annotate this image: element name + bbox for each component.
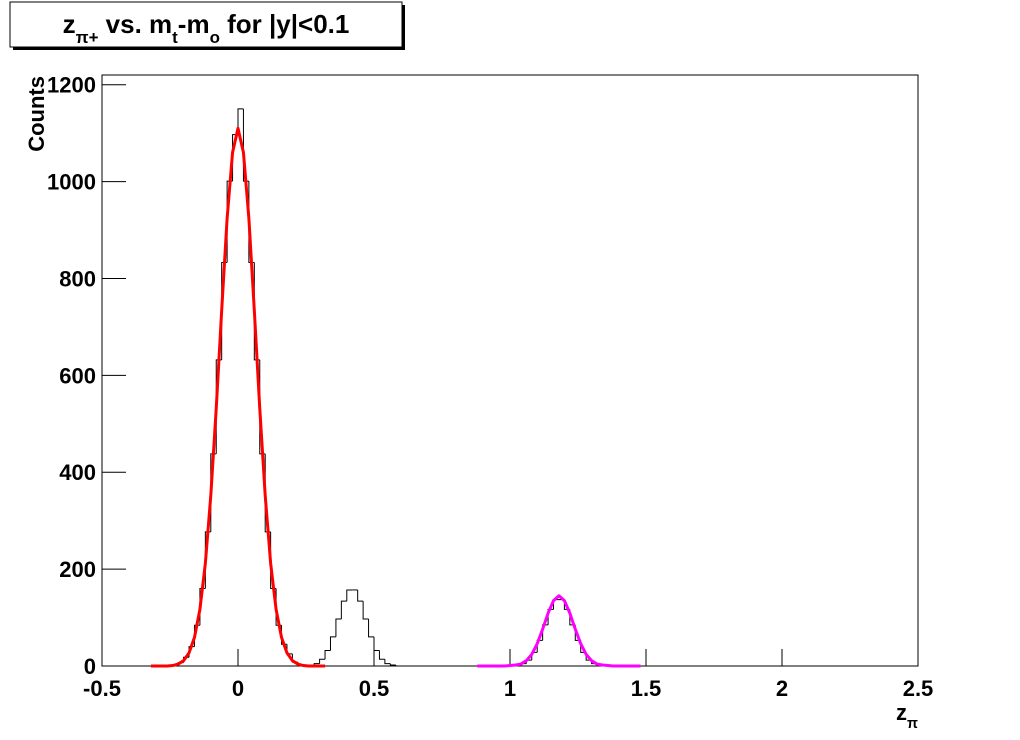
histogram-bin bbox=[335, 618, 342, 637]
x-tick-label: 2 bbox=[776, 676, 788, 701]
histogram-bin bbox=[384, 659, 391, 665]
fit-curve bbox=[477, 594, 641, 668]
histogram-bin bbox=[395, 665, 402, 667]
x_label-part: z bbox=[896, 700, 907, 725]
x-tick-label: 2.5 bbox=[903, 676, 934, 701]
histogram-bin bbox=[319, 658, 326, 664]
chart-title: zπ+ vs. mt-mo for |y|<0.1 bbox=[63, 9, 350, 47]
histogram-bin bbox=[373, 636, 380, 651]
title-part: z bbox=[63, 9, 76, 39]
histogram-bin bbox=[389, 663, 396, 666]
x-tick-label: 0 bbox=[232, 676, 244, 701]
y-axis-title: Counts bbox=[24, 76, 49, 152]
y-tick-label: 0 bbox=[84, 654, 96, 679]
x-tick-label: 1 bbox=[504, 676, 516, 701]
histogram-bin bbox=[357, 589, 364, 602]
title-part: t bbox=[172, 28, 178, 47]
histogram-bin bbox=[324, 649, 331, 660]
y-tick-label: 800 bbox=[59, 266, 96, 291]
histogram-bin bbox=[378, 650, 385, 660]
histogram-bin bbox=[346, 589, 353, 602]
y-tick-label: 400 bbox=[59, 460, 96, 485]
title-part: -m bbox=[178, 9, 210, 39]
y-tick-label: 1200 bbox=[47, 73, 96, 98]
title-part: for |y|<0.1 bbox=[220, 9, 349, 39]
title-part: π+ bbox=[76, 28, 99, 47]
y-tick-label: 200 bbox=[59, 557, 96, 582]
x-axis-title: zπ bbox=[896, 700, 918, 732]
histogram-bin bbox=[237, 108, 244, 135]
y-tick-label: 1000 bbox=[47, 170, 96, 195]
x-tick-label: -0.5 bbox=[83, 676, 121, 701]
x_label-part: π bbox=[907, 716, 918, 732]
histogram-bin bbox=[329, 636, 336, 651]
title-part: o bbox=[210, 28, 220, 47]
y-tick-label: 600 bbox=[59, 363, 96, 388]
histogram-bin bbox=[362, 601, 369, 620]
histogram-bin bbox=[340, 600, 347, 620]
fit-curve bbox=[150, 126, 326, 668]
title-box bbox=[9, 1, 403, 48]
title-part: vs. m bbox=[98, 9, 172, 39]
x-tick-label: 1.5 bbox=[631, 676, 662, 701]
histogram-bin bbox=[547, 608, 554, 625]
histogram-bin bbox=[368, 619, 374, 638]
x-tick-label: 0.5 bbox=[359, 676, 390, 701]
